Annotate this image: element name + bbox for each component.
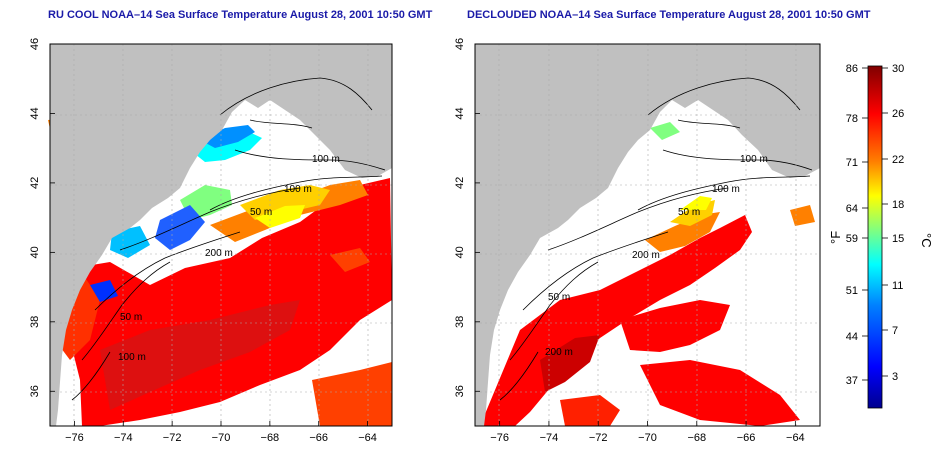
left-lon-tick-label: −68 — [261, 432, 280, 444]
right-lat-tick-label: 38 — [454, 316, 466, 328]
celsius-unit-label: °C — [919, 233, 934, 248]
left-lon-tick-label: −72 — [163, 432, 182, 444]
fahrenheit-tick-label: 86 — [846, 63, 858, 75]
right-contour-label: 100 m — [712, 184, 740, 195]
right-lon-tick-label: −68 — [687, 432, 706, 444]
colorbar: °F °C 86 78 71 64 59 51 44 37 30 26 22 18 15 11 7 3 — [828, 63, 934, 409]
right-lon-tick-label: −64 — [786, 432, 805, 444]
left-nova-scotia — [300, 82, 378, 130]
celsius-tick-label: 18 — [892, 199, 904, 211]
left-lat-tick-label: 44 — [29, 107, 41, 119]
fahrenheit-tick-label: 44 — [846, 331, 858, 343]
left-lat-tick-label: 46 — [29, 38, 41, 50]
left-lon-tick-label: −76 — [65, 432, 84, 444]
left-lat-tick-label: 36 — [29, 385, 41, 397]
right-lat-tick-label: 42 — [454, 177, 466, 189]
right-contour-label: 200 m — [632, 250, 660, 261]
right-grid — [475, 44, 820, 426]
right-lon-tick-label: −74 — [540, 432, 559, 444]
celsius-tick-label: 7 — [892, 325, 898, 337]
right-lon-tick-label: −76 — [490, 432, 509, 444]
left-lat-tick-label: 40 — [29, 246, 41, 258]
celsius-tick-label: 26 — [892, 108, 904, 120]
left-panel-title: RU COOL NOAA–14 Sea Surface Temperature … — [48, 9, 433, 21]
left-lon-tick-label: −66 — [309, 432, 328, 444]
right-contour-label: 100 m — [740, 154, 768, 165]
right-land — [475, 44, 820, 426]
fahrenheit-tick-label: 51 — [846, 285, 858, 297]
celsius-tick-label: 11 — [892, 280, 903, 292]
left-lon-tick-label: −64 — [358, 432, 377, 444]
left-land — [50, 44, 392, 426]
right-lon-tick-label: −72 — [589, 432, 608, 444]
celsius-tick-label: 3 — [892, 371, 898, 383]
fahrenheit-tick-label: 59 — [846, 233, 858, 245]
left-contour-label: 50 m — [250, 207, 272, 218]
fahrenheit-tick-label: 64 — [846, 203, 858, 215]
right-map-panel: 100 m 100 m 50 m 200 m 50 m 200 m −76 −74… — [454, 38, 821, 444]
right-sst-field — [480, 118, 815, 426]
left-contour-label: 100 m — [284, 184, 312, 195]
left-contour-label: 200 m — [205, 248, 233, 259]
right-contour-label: 50 m — [548, 292, 570, 303]
left-contour-label: 50 m — [120, 312, 142, 323]
left-contour-label: 100 m — [118, 352, 146, 363]
fahrenheit-unit-label: °F — [828, 231, 843, 244]
celsius-tick-label: 15 — [892, 233, 904, 245]
right-axis-ticks: −76 −74 −72 −70 −68 −66 −64 36 38 40 42 44 46 — [454, 38, 805, 444]
fahrenheit-tick-label: 78 — [846, 113, 858, 125]
right-nova-scotia — [728, 82, 806, 130]
right-lon-tick-label: −66 — [737, 432, 756, 444]
right-lat-tick-label: 44 — [454, 107, 466, 119]
left-lon-tick-label: −74 — [114, 432, 133, 444]
left-map-panel: 100 m 100 m 50 m 200 m 50 m 100 m −76 −74… — [29, 38, 393, 444]
right-lat-tick-label: 40 — [454, 246, 466, 258]
fahrenheit-tick-label: 71 — [846, 157, 858, 169]
left-bathymetry-contours — [71, 77, 386, 401]
right-contour-label: 200 m — [545, 347, 573, 358]
right-bathymetry-contours — [499, 77, 813, 401]
right-lat-tick-label: 46 — [454, 38, 466, 50]
fahrenheit-tick-label: 37 — [846, 375, 858, 387]
left-lon-tick-label: −70 — [212, 432, 231, 444]
celsius-tick-label: 30 — [892, 63, 904, 75]
left-lat-tick-label: 42 — [29, 177, 41, 189]
right-panel-title: DECLOUDED NOAA–14 Sea Surface Temperatur… — [467, 9, 871, 21]
colorbar-gradient — [867, 65, 883, 409]
right-lat-tick-label: 36 — [454, 385, 466, 397]
right-lon-tick-label: −70 — [638, 432, 657, 444]
left-lat-tick-label: 38 — [29, 316, 41, 328]
celsius-tick-label: 22 — [892, 154, 904, 166]
left-contour-label: 100 m — [312, 154, 340, 165]
right-contour-label: 50 m — [678, 207, 700, 218]
left-grid — [50, 44, 392, 426]
left-axis-ticks: −76 −74 −72 −70 −68 −66 −64 36 38 40 42 44 46 — [29, 38, 377, 444]
